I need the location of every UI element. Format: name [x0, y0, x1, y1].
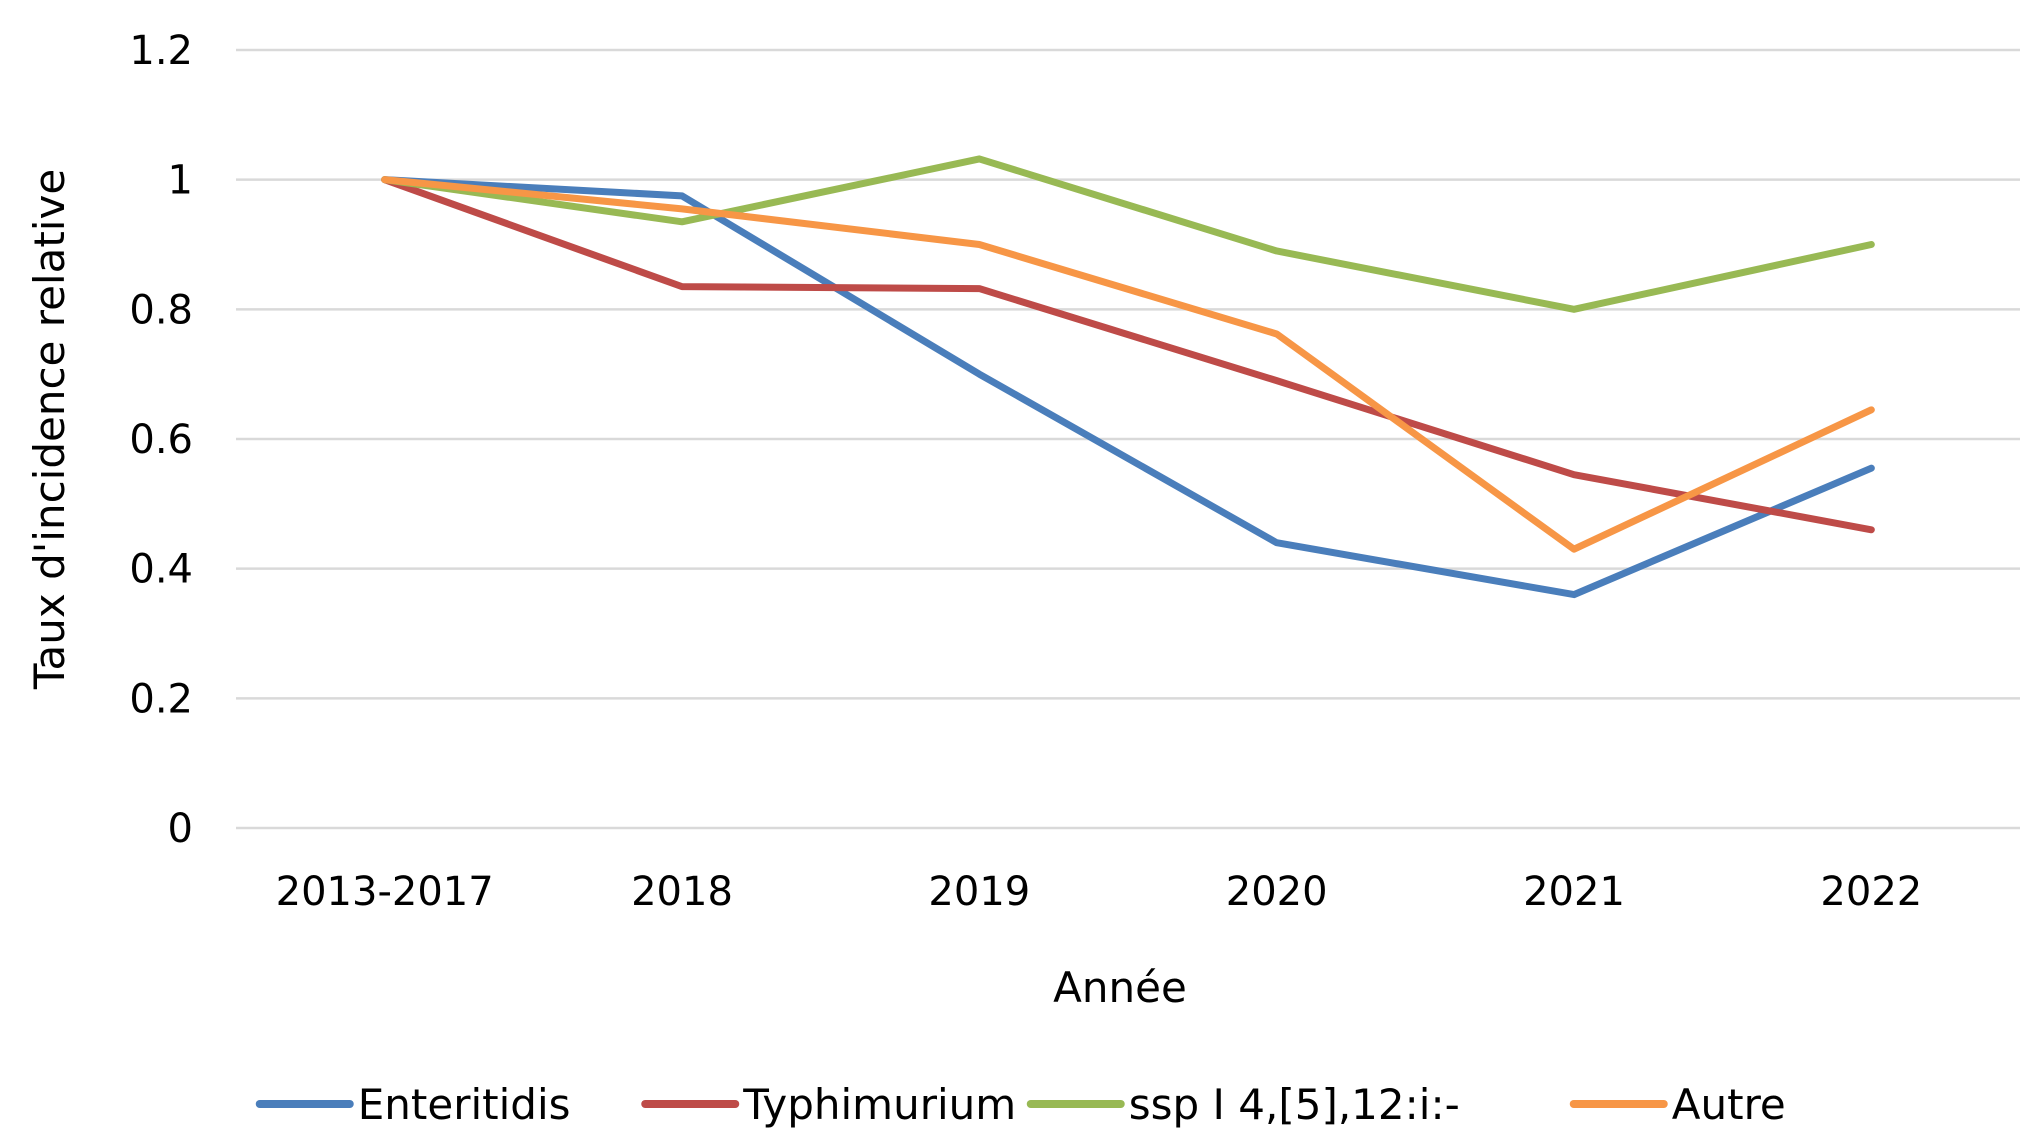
legend-item: Enteritidis: [255, 1080, 571, 1129]
legend-label: Enteritidis: [358, 1080, 571, 1129]
x-tick-label: 2018: [631, 869, 733, 915]
x-tick-label: 2019: [928, 869, 1030, 915]
series-line-4: [381, 176, 1875, 553]
series-lines: [381, 155, 1875, 599]
y-axis-title: Taux d'incidence relative: [25, 169, 74, 690]
y-tick-label: 0: [168, 806, 193, 852]
y-tick-label: 0.6: [129, 417, 193, 463]
legend-label: Typhimurium: [742, 1080, 1016, 1129]
series-line-1: [381, 176, 1875, 599]
y-tick-label: 0.8: [129, 287, 193, 333]
x-tick-label: 2020: [1226, 869, 1328, 915]
legend-label: Autre: [1672, 1080, 1786, 1129]
gridlines: [236, 48, 2020, 830]
legend-item: ssp I 4,[5],12:i:-: [1026, 1080, 1460, 1129]
legend-item: Autre: [1569, 1080, 1786, 1129]
y-tick-label: 1.2: [129, 28, 193, 74]
x-tick-label: 2021: [1523, 869, 1625, 915]
x-axis-title: Année: [1053, 963, 1187, 1012]
x-axis-ticks: 2013-2017 2018 2019 2020 2021 2022: [276, 869, 1923, 915]
x-tick-label: 2022: [1820, 869, 1922, 915]
x-tick-label: 2013-2017: [276, 869, 494, 915]
legend: Enteritidis Typhimurium ssp I 4,[5],12:i:-…: [255, 1080, 1786, 1129]
y-tick-label: 0.2: [129, 676, 193, 722]
y-tick-label: 1: [168, 158, 193, 204]
legend-label: ssp I 4,[5],12:i:-: [1129, 1080, 1460, 1129]
series-line-2: [381, 176, 1875, 534]
series-line-3: [381, 155, 1875, 313]
y-axis-ticks: 0 0.2 0.4 0.6 0.8 1 1.2: [129, 28, 193, 852]
legend-item: Typhimurium: [641, 1080, 1016, 1129]
y-tick-label: 0.4: [129, 547, 193, 593]
